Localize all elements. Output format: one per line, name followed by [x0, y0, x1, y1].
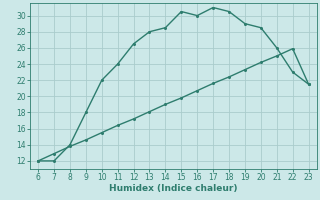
X-axis label: Humidex (Indice chaleur): Humidex (Indice chaleur) — [109, 184, 238, 193]
